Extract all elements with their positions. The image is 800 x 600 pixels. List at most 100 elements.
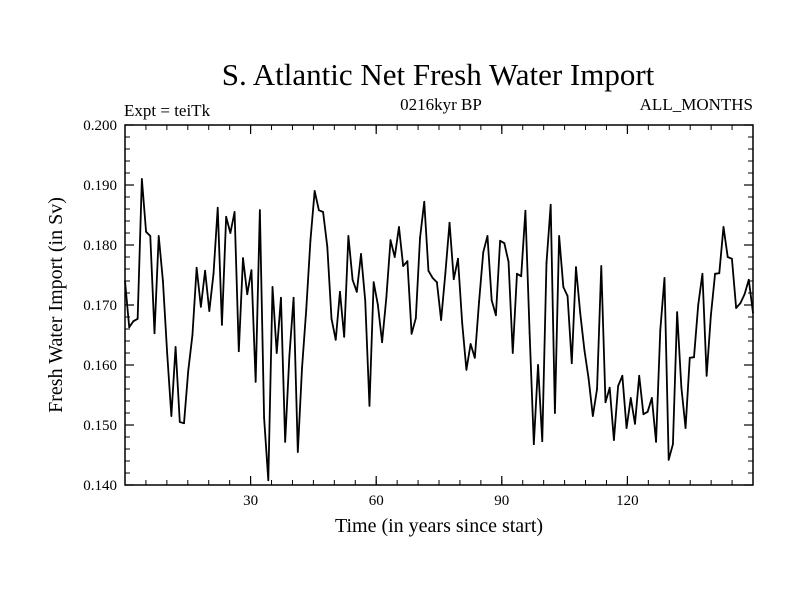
data-point bbox=[199, 305, 202, 308]
data-point bbox=[642, 413, 645, 416]
data-point bbox=[583, 349, 586, 351]
data-point bbox=[575, 266, 577, 269]
data-point bbox=[221, 323, 223, 326]
data-point bbox=[364, 299, 367, 302]
data-point bbox=[596, 388, 598, 390]
data-point bbox=[672, 443, 674, 446]
data-point bbox=[482, 251, 485, 254]
data-point bbox=[288, 355, 291, 357]
data-point bbox=[233, 211, 236, 213]
data-point bbox=[419, 236, 421, 239]
y-axis-label: Fresh Water Import (in Sv) bbox=[45, 197, 67, 413]
data-point bbox=[305, 308, 308, 311]
data-point bbox=[414, 317, 417, 320]
data-point bbox=[617, 385, 620, 387]
x-tick-label: 60 bbox=[369, 493, 384, 509]
data-point bbox=[469, 343, 472, 345]
data-point bbox=[739, 302, 742, 305]
data-point bbox=[263, 416, 265, 419]
data-point bbox=[541, 440, 544, 443]
data-point bbox=[385, 296, 388, 299]
data-point bbox=[431, 277, 434, 279]
y-tick-label: 0.180 bbox=[83, 238, 117, 254]
data-point bbox=[646, 410, 649, 413]
data-point bbox=[478, 301, 480, 303]
data-point bbox=[372, 281, 375, 284]
data-point bbox=[549, 203, 552, 206]
data-point bbox=[132, 320, 135, 323]
data-point bbox=[381, 341, 383, 344]
data-point bbox=[545, 262, 548, 264]
data-point bbox=[237, 350, 240, 353]
data-point bbox=[676, 311, 679, 314]
data-point bbox=[722, 226, 725, 228]
data-point bbox=[347, 235, 350, 237]
y-tick-labels: 0.140 0.150 0.160 0.170 0.180 0.190 0.200 bbox=[83, 118, 117, 494]
y-tick-label: 0.200 bbox=[83, 118, 117, 134]
data-point bbox=[714, 272, 716, 275]
data-point bbox=[212, 272, 215, 275]
data-point bbox=[322, 211, 324, 213]
data-point bbox=[343, 335, 346, 338]
data-point bbox=[313, 190, 316, 192]
data-point bbox=[587, 377, 590, 380]
data-point bbox=[486, 235, 489, 237]
data-point bbox=[360, 253, 362, 255]
data-point bbox=[634, 422, 636, 425]
data-point bbox=[621, 374, 624, 377]
data-point bbox=[339, 290, 341, 293]
x-tick-label: 120 bbox=[616, 493, 639, 509]
data-point bbox=[250, 269, 253, 272]
data-point bbox=[705, 374, 708, 377]
data-point bbox=[406, 260, 409, 263]
series-line-fresh-water-import bbox=[124, 178, 754, 482]
data-point bbox=[423, 200, 426, 203]
data-point bbox=[258, 209, 261, 212]
data-point bbox=[376, 304, 379, 306]
data-point bbox=[600, 265, 603, 267]
data-point bbox=[579, 311, 582, 314]
data-point bbox=[136, 317, 139, 320]
data-point bbox=[427, 269, 430, 272]
data-point bbox=[726, 256, 729, 258]
data-point bbox=[334, 338, 337, 341]
data-point bbox=[684, 427, 687, 429]
chart-title: S. Atlantic Net Fresh Water Import bbox=[222, 57, 655, 92]
data-point bbox=[267, 479, 270, 482]
data-point bbox=[187, 370, 190, 372]
data-point bbox=[693, 356, 695, 359]
data-point bbox=[355, 290, 358, 293]
x-tick-label: 30 bbox=[243, 493, 258, 509]
data-point bbox=[301, 367, 303, 369]
data-point bbox=[368, 404, 371, 407]
data-point bbox=[688, 356, 691, 359]
data-point bbox=[629, 397, 632, 399]
series-points bbox=[124, 178, 754, 482]
y-tick-label: 0.160 bbox=[83, 358, 117, 374]
x-tick-label: 90 bbox=[494, 493, 509, 509]
data-point bbox=[663, 277, 666, 279]
x-tick-labels: 30 60 90 120 bbox=[243, 493, 639, 509]
data-point bbox=[204, 269, 206, 272]
data-point bbox=[149, 235, 152, 237]
data-point bbox=[650, 397, 653, 399]
data-point bbox=[195, 266, 198, 269]
data-point bbox=[174, 346, 177, 348]
data-point bbox=[507, 260, 510, 263]
experiment-label: Expt = teiTk bbox=[124, 101, 211, 120]
data-point bbox=[457, 257, 459, 260]
data-point bbox=[465, 368, 468, 371]
months-label: ALL_MONTHS bbox=[640, 95, 753, 114]
data-point bbox=[461, 322, 464, 324]
data-point bbox=[191, 334, 194, 336]
data-point bbox=[296, 451, 299, 453]
data-point bbox=[402, 265, 405, 267]
data-point bbox=[566, 295, 569, 297]
data-point bbox=[153, 332, 156, 335]
data-point bbox=[499, 239, 502, 242]
y-tick-label: 0.150 bbox=[83, 418, 117, 434]
data-point bbox=[524, 209, 527, 212]
data-point bbox=[528, 332, 531, 335]
data-point bbox=[667, 458, 670, 461]
y-tick-label: 0.190 bbox=[83, 178, 117, 194]
